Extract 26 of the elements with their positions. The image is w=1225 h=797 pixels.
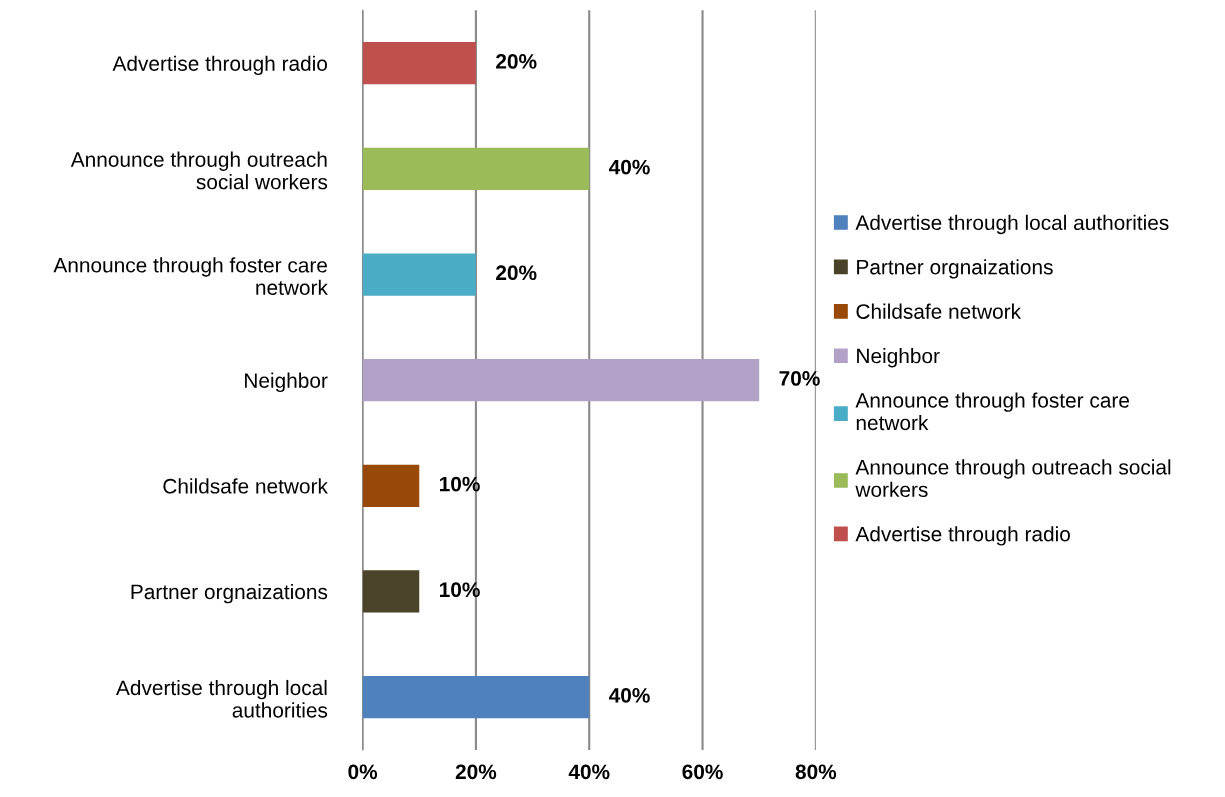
x-tick-label: 20%: [455, 764, 497, 780]
y-tick-label: Announce through foster care network: [53, 257, 328, 295]
data-label: 10%: [440, 582, 480, 598]
x-tick-label: 0%: [348, 764, 378, 780]
y-tick-label: Neighbor: [245, 372, 328, 393]
legend-label: Announce through foster care network: [855, 392, 1129, 431]
data-label: 20%: [496, 265, 537, 281]
data-label: 70%: [779, 371, 820, 386]
legend-label: Neighbor: [857, 348, 940, 368]
x-tick-label: 60%: [682, 764, 723, 780]
legend-label: Announce through outreach social workers: [855, 459, 1171, 498]
data-label: 20%: [496, 54, 537, 69]
data-label: 10%: [440, 476, 480, 492]
y-tick-label: Partner orgnaizations: [131, 583, 328, 604]
y-tick-label: Childsafe network: [163, 478, 328, 494]
data-label: 40%: [608, 687, 650, 703]
y-tick-label: Announce through outreach social workers: [70, 151, 328, 190]
x-tick-label: 80%: [795, 764, 837, 780]
y-tick-label: Advertise through local authorities: [116, 679, 328, 718]
y-tick-label: Advertise through radio: [112, 55, 328, 76]
legend-label: Childsafe network: [856, 303, 1022, 319]
legend-label: Advertise through radio: [855, 526, 1070, 546]
x-tick-label: 40%: [568, 764, 610, 780]
legend-label: Partner orgnaizations: [857, 259, 1053, 279]
legend-label: Advertise through local authorities: [855, 214, 1169, 235]
data-label: 40%: [608, 159, 650, 175]
